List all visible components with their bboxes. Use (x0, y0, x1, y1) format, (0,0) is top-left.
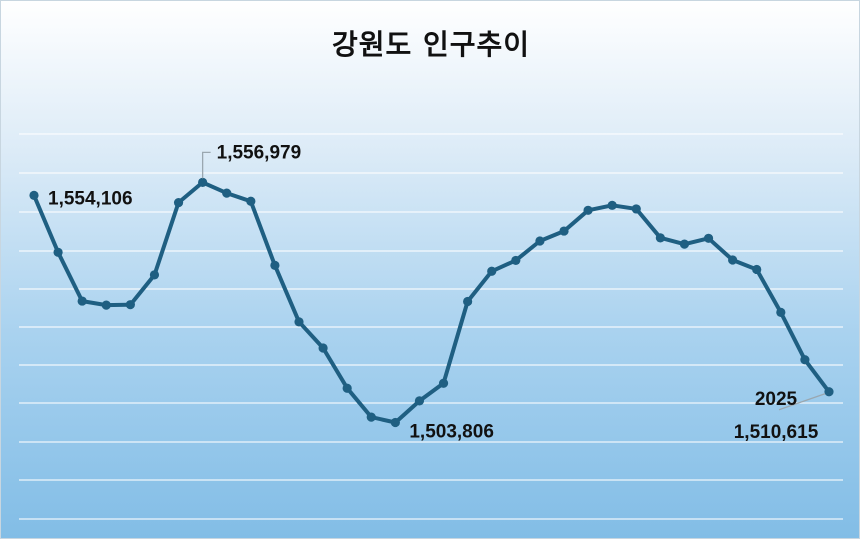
data-point-2000 (222, 188, 232, 198)
data-point-2024 (800, 355, 810, 365)
data-point-2001 (246, 196, 256, 206)
leader-line-max (201, 151, 211, 179)
data-point-2023 (776, 307, 786, 317)
data-label-2007: 1,503,806 (409, 422, 494, 443)
data-point-2013 (535, 236, 545, 246)
data-point-2020 (703, 233, 714, 243)
data-point-2010 (463, 296, 473, 307)
data-point-2021 (728, 255, 738, 265)
data-point-2015 (583, 205, 593, 215)
data-point-1993 (53, 247, 63, 257)
data-point-2008 (414, 396, 425, 406)
data-point-2016 (607, 200, 617, 210)
data-point-2011 (487, 266, 497, 276)
data-point-2005 (342, 383, 352, 393)
data-point-1998 (173, 198, 184, 208)
data-label-year-2025: 2025 (755, 389, 798, 410)
data-point-1992 (29, 190, 39, 200)
data-point-2007 (390, 417, 400, 428)
data-point-1995 (101, 300, 111, 310)
data-point-2004 (318, 343, 328, 353)
data-point-1994 (77, 296, 87, 306)
data-point-2014 (559, 226, 569, 236)
data-point-2003 (294, 317, 304, 327)
data-label-1992: 1,554,106 (48, 188, 133, 209)
data-point-2017 (631, 204, 641, 214)
data-point-1996 (125, 300, 135, 310)
data-point-1997 (149, 270, 160, 280)
data-point-2018 (655, 233, 665, 243)
data-label-2025: 1,510,615 (734, 422, 819, 443)
leader-line-last (778, 393, 826, 411)
chart-title: 강원도 인구추이 (331, 28, 531, 61)
data-point-2012 (511, 255, 521, 266)
data-point-1999 (198, 177, 208, 187)
data-point-2006 (366, 412, 376, 422)
data-point-2019 (679, 239, 690, 249)
data-point-2022 (752, 264, 762, 275)
series-line (32, 180, 831, 425)
data-label-1999: 1,556,979 (217, 142, 302, 163)
data-point-2002 (270, 260, 280, 270)
data-point-2025 (824, 387, 834, 397)
data-point-2009 (438, 378, 449, 388)
